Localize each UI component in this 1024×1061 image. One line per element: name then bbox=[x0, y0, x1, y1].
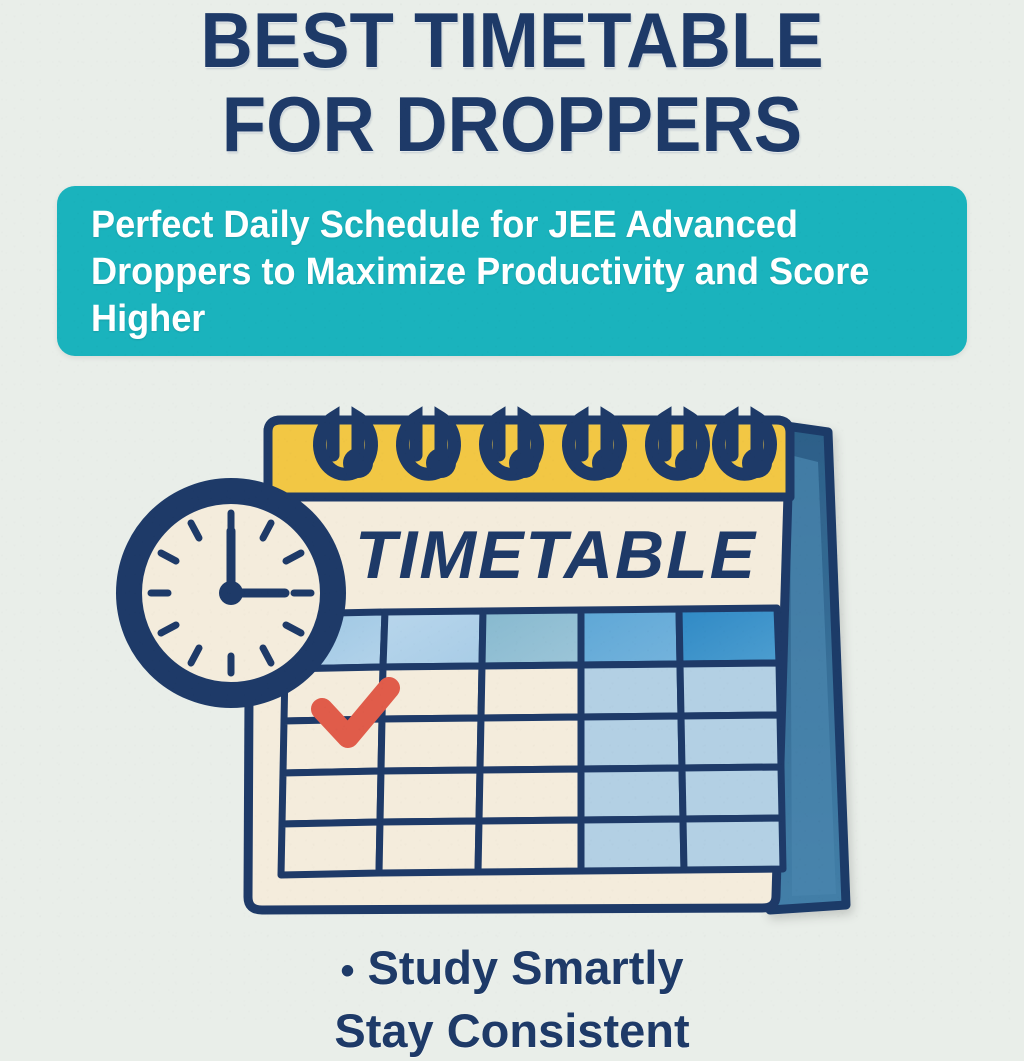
bullet-label: Stay Consistent bbox=[334, 1004, 690, 1057]
bullet-marker: • bbox=[340, 949, 355, 993]
title-line-1: BEST TIMETABLE bbox=[200, 0, 824, 84]
calendar-grid-header bbox=[281, 604, 783, 673]
list-item: Stay Consistent bbox=[0, 1001, 1024, 1061]
spiral-rings bbox=[313, 406, 777, 481]
bullet-list: • Study Smartly Stay Consistent bbox=[0, 938, 1024, 1061]
calendar-grid-body bbox=[277, 659, 787, 879]
spiral-ring bbox=[712, 406, 777, 481]
spiral-ring bbox=[479, 406, 544, 481]
calendar-heading: TIMETABLE bbox=[355, 517, 758, 593]
subtitle-text: Perfect Daily Schedule for JEE Advanced … bbox=[91, 204, 870, 340]
spiral-ring bbox=[562, 406, 627, 481]
list-item: • Study Smartly bbox=[0, 938, 1024, 1001]
spiral-ring bbox=[313, 406, 378, 481]
calendar-illustration: TIMETABLE bbox=[116, 406, 851, 915]
subtitle-banner: Perfect Daily Schedule for JEE Advanced … bbox=[57, 186, 967, 356]
bullet-label: Study Smartly bbox=[367, 941, 684, 994]
title-line-2: FOR DROPPERS bbox=[221, 80, 803, 168]
page-title: BEST TIMETABLE FOR DROPPERS bbox=[0, 0, 1024, 166]
spiral-ring bbox=[396, 406, 461, 481]
spiral-ring bbox=[645, 406, 710, 481]
clock-center-pin bbox=[219, 581, 243, 605]
checkmark-icon bbox=[311, 677, 400, 748]
clock-icon bbox=[116, 478, 346, 708]
